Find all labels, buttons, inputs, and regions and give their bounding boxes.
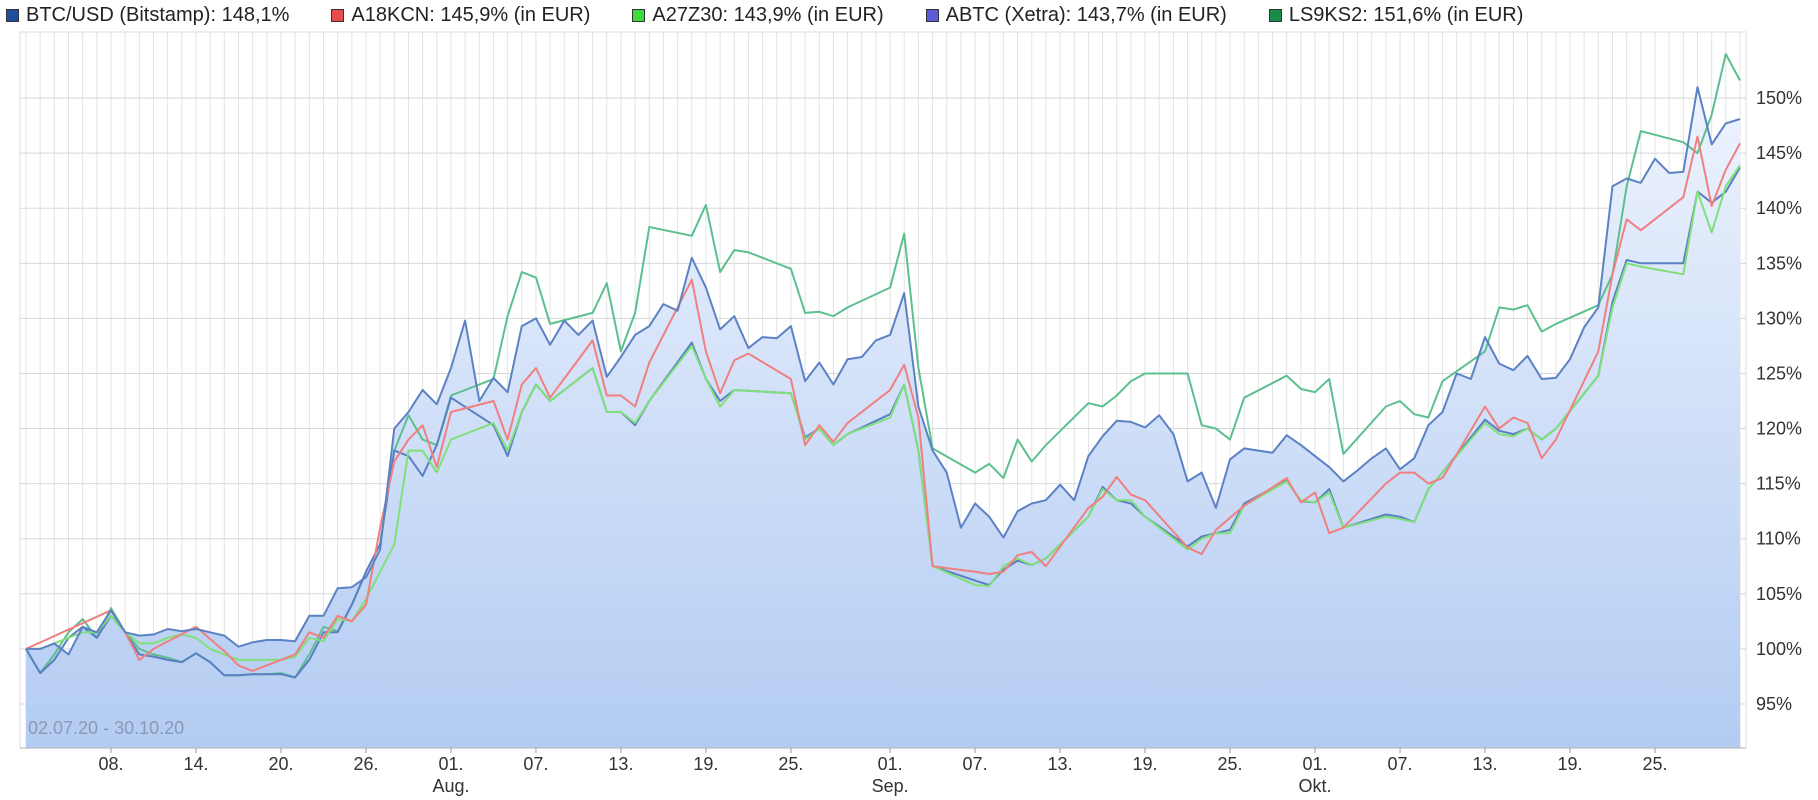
- y-tick-label: 100%: [1756, 639, 1802, 659]
- y-tick-label: 130%: [1756, 308, 1802, 328]
- x-tick-label: 07.: [523, 754, 548, 774]
- x-tick-label: 01.: [878, 754, 903, 774]
- y-tick-label: 150%: [1756, 88, 1802, 108]
- legend-item[interactable]: A27Z30: 143,9% (in EUR): [632, 3, 884, 27]
- x-tick-label: 20.: [268, 754, 293, 774]
- x-tick-label: 07.: [1388, 754, 1413, 774]
- legend-label: A27Z30: 143,9% (in EUR): [652, 3, 884, 26]
- legend-item[interactable]: BTC/USD (Bitstamp): 148,1%: [6, 4, 289, 27]
- x-tick-label: 13.: [608, 754, 633, 774]
- legend-swatch: [331, 8, 345, 22]
- x-tick-label: 26.: [353, 754, 378, 774]
- legend-swatch: [632, 8, 646, 22]
- x-tick-label: 14.: [183, 754, 208, 774]
- series-lines: [25, 53, 1741, 679]
- y-tick-label: 135%: [1756, 253, 1802, 273]
- x-tick-label: 01.: [1303, 754, 1328, 774]
- legend-label: A18KCN: 145,9% (in EUR): [351, 3, 591, 26]
- y-tick-label: 120%: [1756, 419, 1802, 439]
- x-tick-label: 01.: [438, 754, 463, 774]
- legend-item[interactable]: ABTC (Xetra): 143,7% (in EUR): [925, 3, 1227, 27]
- y-tick-label: 145%: [1756, 143, 1802, 163]
- legend-label: LS9KS2: 151,6% (in EUR): [1288, 3, 1524, 26]
- x-tick-label: 25.: [778, 754, 803, 774]
- legend-swatch: [1268, 8, 1282, 22]
- legend-label: ABTC (Xetra): 143,7% (in EUR): [945, 3, 1227, 26]
- legend-swatch: [925, 8, 939, 22]
- date-range-label: 02.07.20 - 30.10.20: [28, 718, 184, 738]
- y-tick-label: 110%: [1756, 529, 1801, 549]
- x-tick-label: 13.: [1048, 754, 1073, 774]
- legend-item[interactable]: LS9KS2: 151,6% (in EUR): [1268, 3, 1524, 27]
- x-tick-label: 19.: [693, 754, 718, 774]
- legend: BTC/USD (Bitstamp): 148,1% A18KCN: 145,9%…: [0, 0, 1559, 30]
- x-tick-label: 19.: [1558, 754, 1583, 774]
- x-tick-label: 25.: [1218, 754, 1243, 774]
- y-tick-label: 115%: [1756, 474, 1801, 494]
- axes: 95% 100% 105% 110% 115% 120% 125% 130% 135% 140% 1…: [20, 88, 1802, 796]
- y-tick-label: 95%: [1756, 694, 1792, 714]
- x-tick-label: 19.: [1133, 754, 1158, 774]
- legend-swatch: [6, 8, 19, 22]
- x-month-label: Aug.: [432, 776, 469, 796]
- x-month-label: Sep.: [872, 776, 909, 796]
- y-tick-label: 105%: [1756, 584, 1802, 604]
- series-line-a27z30: [26, 164, 1741, 661]
- x-tick-label: 25.: [1642, 754, 1667, 774]
- x-month-label: Okt.: [1299, 776, 1332, 796]
- x-tick-label: 13.: [1473, 754, 1498, 774]
- legend-item[interactable]: A18KCN: 145,9% (in EUR): [331, 4, 590, 27]
- y-tick-label: 140%: [1756, 198, 1802, 218]
- x-tick-label: 07.: [963, 754, 988, 774]
- x-tick-label: 08.: [98, 754, 123, 774]
- y-tick-label: 125%: [1756, 363, 1802, 383]
- series-line-a18kcn: [25, 135, 1741, 672]
- legend-label: BTC/USD (Bitstamp): 148,1%: [26, 3, 290, 26]
- series-line-btc-usd-bitstamp: [26, 86, 1741, 656]
